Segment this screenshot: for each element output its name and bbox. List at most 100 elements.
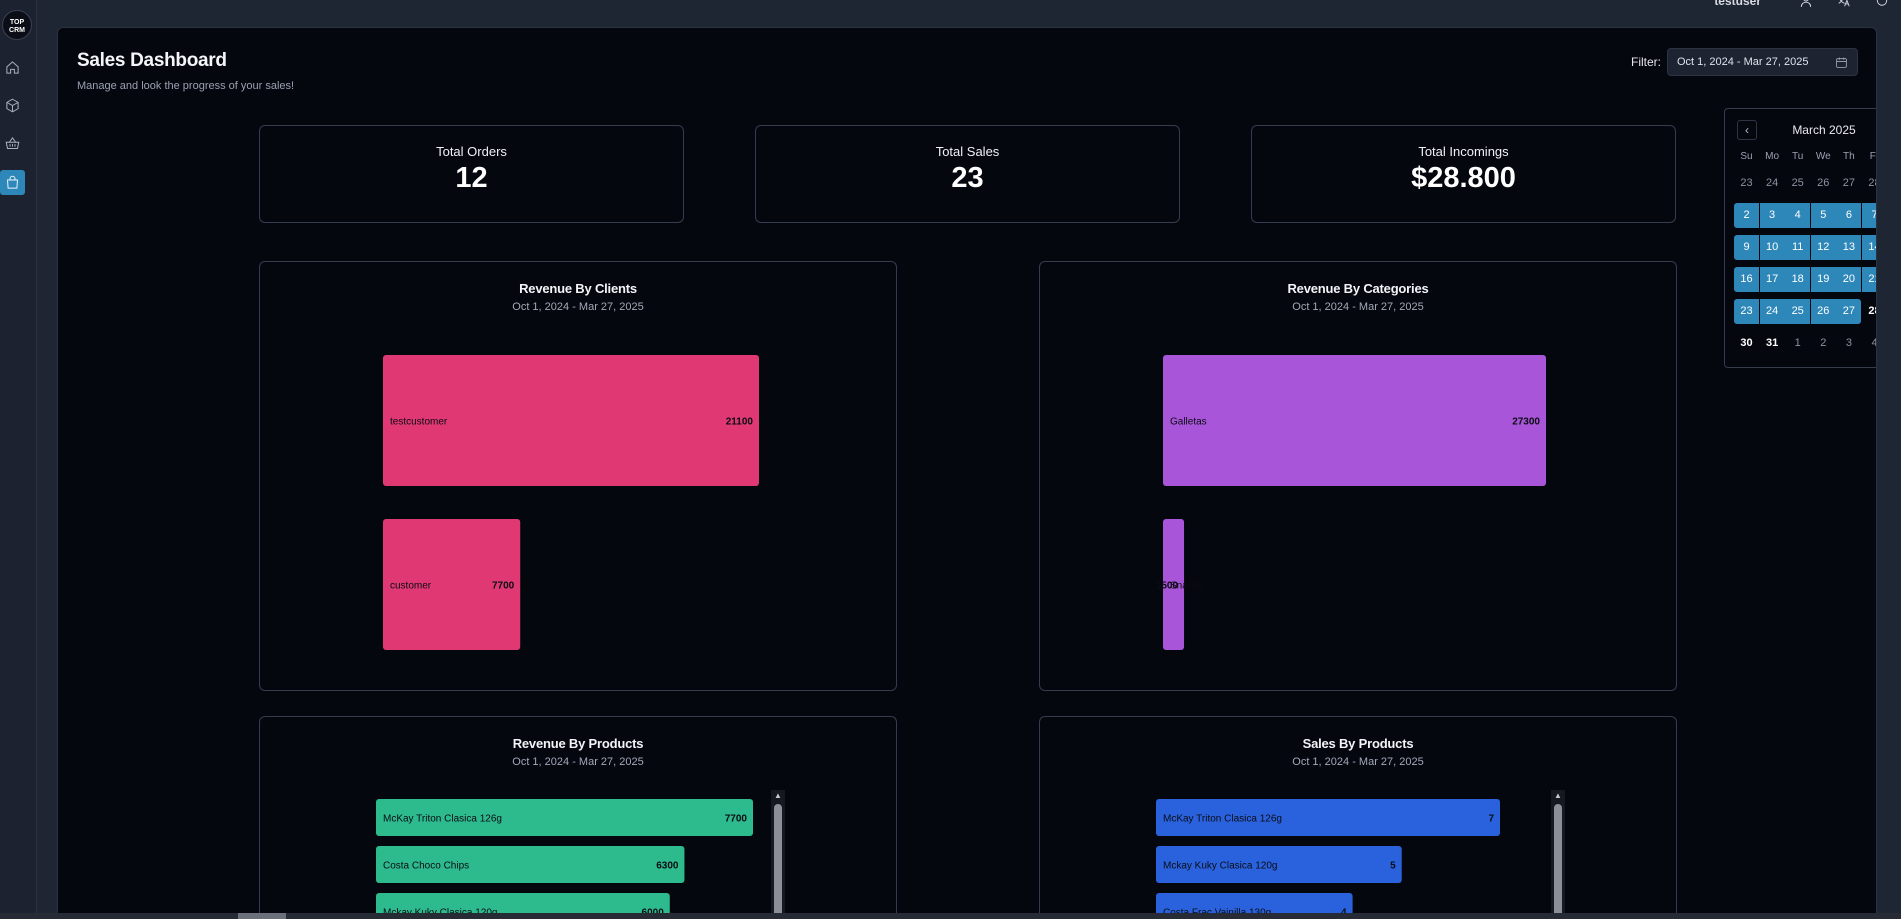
bar-value-label: 1500 xyxy=(1156,581,1179,592)
chart-title: Revenue By Products xyxy=(512,736,644,751)
calendar-day[interactable]: 7 xyxy=(1862,203,1876,228)
scroll-thumb[interactable] xyxy=(1554,804,1562,918)
bar-value-label: 21100 xyxy=(726,417,754,428)
sidebar: TOP CRM xyxy=(0,0,37,919)
page-subtitle: Manage and look the progress of your sal… xyxy=(77,80,295,92)
calendar-day[interactable]: 6 xyxy=(1836,203,1862,228)
chart-bar[interactable] xyxy=(383,355,759,486)
bar-category-label: Costa Frac Vainilla 130g xyxy=(1163,908,1271,919)
calendar-day[interactable]: 16 xyxy=(1734,267,1759,292)
prev-month-button[interactable]: ‹ xyxy=(1737,120,1757,140)
calendar-day[interactable]: 26 xyxy=(1817,177,1830,189)
calendar-weekday: We xyxy=(1815,151,1831,162)
chart-bar[interactable] xyxy=(376,799,753,836)
stat-card-total-sales: Total Sales 23 xyxy=(755,125,1180,223)
calendar-day[interactable]: 9 xyxy=(1734,235,1759,260)
calendar-day[interactable]: 13 xyxy=(1836,235,1862,260)
bar-category-label: Galletas xyxy=(1170,417,1207,428)
home-icon xyxy=(6,61,19,74)
bar-value-label: 5 xyxy=(1390,861,1396,872)
bar-value-label: 6300 xyxy=(656,861,679,872)
calendar-day[interactable]: 23 xyxy=(1734,299,1759,324)
chart-title: Sales By Products xyxy=(1302,736,1414,751)
calendar-day[interactable]: 28 xyxy=(1868,177,1876,189)
chart-bar[interactable] xyxy=(376,893,670,919)
calendar-day[interactable]: 11 xyxy=(1785,235,1811,260)
user-icon[interactable] xyxy=(1799,0,1813,8)
chart-bar[interactable] xyxy=(1163,519,1185,650)
stat-value: $28.800 xyxy=(1411,162,1516,194)
chart-title: Revenue By Categories xyxy=(1287,281,1429,296)
calendar-day[interactable]: 5 xyxy=(1810,203,1836,228)
bar-value-label: 7700 xyxy=(725,814,748,825)
calendar-day[interactable]: 21 xyxy=(1862,267,1876,292)
topbar: testuser xyxy=(37,0,1901,22)
chart-revenue-by-categories: Galletas 27300 Snacks 1500 Revenue By Categ… xyxy=(1039,261,1677,691)
chart-subtitle: Oct 1, 2024 - Mar 27, 2025 xyxy=(1292,301,1424,313)
calendar-day[interactable]: 30 xyxy=(1740,337,1753,349)
date-range-picker[interactable]: Oct 1, 2024 - Mar 27, 2025 xyxy=(1667,48,1858,76)
calendar-day[interactable]: 23 xyxy=(1740,177,1753,189)
horizontal-scroll-thumb[interactable] xyxy=(238,913,286,919)
calendar-weekday: Tu xyxy=(1792,151,1804,162)
calendar-day[interactable]: 24 xyxy=(1765,177,1779,189)
app-logo[interactable]: TOP CRM xyxy=(2,10,32,40)
chart-bar[interactable] xyxy=(1156,799,1500,836)
calendar-day[interactable]: 4 xyxy=(1785,203,1811,228)
box-icon xyxy=(6,98,19,113)
scroll-up-arrow-icon[interactable]: ▲ xyxy=(1554,791,1562,800)
calendar-day[interactable]: 14 xyxy=(1862,235,1876,260)
chart-scrollbar[interactable]: ▲ xyxy=(771,790,785,918)
sidebar-item-basket[interactable] xyxy=(0,131,25,156)
calendar-day[interactable]: 18 xyxy=(1785,267,1811,292)
sidebar-item-products[interactable] xyxy=(0,93,25,118)
stat-value: 12 xyxy=(455,162,488,194)
calendar-day[interactable]: 25 xyxy=(1791,177,1804,189)
calendar-day[interactable]: 19 xyxy=(1810,267,1836,292)
stat-value: 23 xyxy=(951,162,984,194)
stat-label: Total Orders xyxy=(436,144,507,159)
horizontal-scrollbar[interactable] xyxy=(0,913,1901,919)
chart-bar[interactable] xyxy=(1163,355,1546,486)
chart-bar[interactable] xyxy=(1156,893,1353,919)
chart-bar[interactable] xyxy=(376,846,685,883)
translate-icon[interactable] xyxy=(1837,0,1851,8)
calendar-day[interactable]: 10 xyxy=(1759,235,1785,260)
calendar-day[interactable]: 27 xyxy=(1836,299,1862,324)
calendar-day[interactable]: 27 xyxy=(1842,177,1856,189)
calendar-day[interactable]: 1 xyxy=(1794,337,1801,349)
sidebar-item-sales[interactable] xyxy=(0,170,25,195)
calendar-day[interactable]: 4 xyxy=(1871,337,1877,349)
calendar-day[interactable]: 17 xyxy=(1759,267,1785,292)
sidebar-item-home[interactable] xyxy=(0,55,25,80)
calendar-day[interactable]: 12 xyxy=(1810,235,1836,260)
chart-bar[interactable] xyxy=(1156,846,1402,883)
calendar-day[interactable]: 3 xyxy=(1845,337,1852,349)
calendar-day[interactable]: 31 xyxy=(1765,337,1779,349)
shopping-bag-icon xyxy=(6,175,19,189)
scroll-up-arrow-icon[interactable]: ▲ xyxy=(774,791,782,800)
bar-chart-svg: McKay Triton Clasica 126g 7 Mckay Kuky Cla… xyxy=(1156,799,1500,919)
stat-label: Total Incomings xyxy=(1418,144,1509,159)
bar-category-label: Mckay Kuky Clasica 120g xyxy=(1163,861,1278,872)
calendar-day[interactable]: 26 xyxy=(1810,299,1836,324)
calendar-day[interactable]: 2 xyxy=(1734,203,1759,228)
username[interactable]: testuser xyxy=(1714,0,1761,8)
calendar-day[interactable]: 3 xyxy=(1759,203,1785,228)
power-icon[interactable] xyxy=(1875,0,1889,8)
chart-subtitle: Oct 1, 2024 - Mar 27, 2025 xyxy=(512,301,644,313)
calendar-day[interactable]: 20 xyxy=(1836,267,1862,292)
calendar-day[interactable]: 24 xyxy=(1759,299,1785,324)
chart-scrollbar[interactable]: ▲ xyxy=(1551,790,1565,918)
calendar-day[interactable]: 2 xyxy=(1820,337,1827,349)
scroll-thumb[interactable] xyxy=(774,804,782,918)
calendar-day[interactable]: 25 xyxy=(1785,299,1811,324)
filter-label: Filter: xyxy=(1631,55,1661,69)
bar-category-label: McKay Triton Clasica 126g xyxy=(1163,814,1282,825)
chart-bar[interactable] xyxy=(383,519,521,650)
bar-chart-svg: McKay Triton Clasica 126g 7700 Costa Choco… xyxy=(376,799,753,919)
calendar-weekday: Th xyxy=(1843,151,1855,162)
calendar-day[interactable]: 28 xyxy=(1868,305,1876,317)
bar-value-label: 6000 xyxy=(642,908,665,919)
